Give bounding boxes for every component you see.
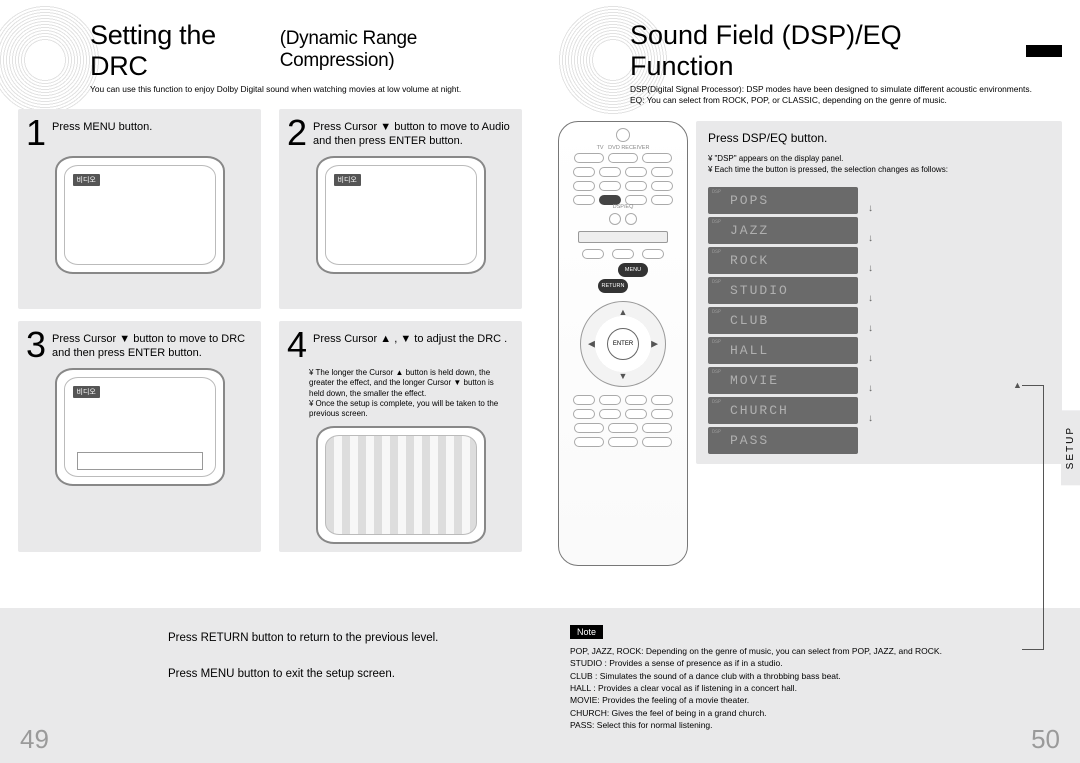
mode-list: POPS JAZZ ROCK STUDIO CLUB HALL MOVIE CH…	[708, 187, 858, 454]
vol-plus-icon	[625, 213, 637, 225]
footer-note-5: MOVIE: Provides the feeling of a movie t…	[570, 694, 1062, 706]
mode-movie: MOVIE	[708, 367, 858, 394]
arrow-left-icon: ◀	[588, 338, 595, 349]
remote-control: TV DVD RECEIVER DSP/EQ MENU RETURN ▲	[558, 121, 688, 566]
vol-minus-icon	[609, 213, 621, 225]
footer-note-6: CHURCH: Gives the feel of being in a gra…	[570, 707, 1062, 719]
footer-menu-text: Press MENU button to exit the setup scre…	[168, 668, 540, 680]
step-4: 4 Press Cursor ▲ , ▼ to adjust the DRC .…	[279, 321, 522, 551]
transport-bar	[578, 231, 668, 243]
dsp-note-2: Each time the button is pressed, the sel…	[708, 164, 1050, 175]
arrow-down-icon: ↓	[868, 203, 873, 233]
step-2-text: Press Cursor ▼ button to move to Audio a…	[313, 115, 514, 149]
arrow-down-icon: ↓	[868, 323, 873, 353]
footer-note-2: STUDIO : Provides a sense of presence as…	[570, 657, 1062, 669]
menu-button[interactable]: MENU	[618, 263, 648, 277]
step-1-tv: 비디오	[55, 156, 225, 274]
page-number-left: 49	[20, 724, 49, 755]
mode-rock: ROCK	[708, 247, 858, 274]
step-3-slider	[77, 452, 203, 470]
footer-return-text: Press RETURN button to return to the pre…	[168, 632, 540, 644]
note-badge: Note	[570, 625, 603, 639]
step-4-text: Press Cursor ▲ , ▼ to adjust the DRC .	[313, 327, 507, 347]
footer-note-list: POP, JAZZ, ROCK: Depending on the genre …	[570, 645, 1062, 731]
step-1-num: 1	[26, 115, 46, 149]
step-3-text: Press Cursor ▼ button to move to DRC and…	[52, 327, 253, 361]
mode-pops: POPS	[708, 187, 858, 214]
mode-jazz: JAZZ	[708, 217, 858, 244]
left-title-sub: (Dynamic Range Compression)	[280, 28, 522, 72]
step-4-num: 4	[287, 327, 307, 361]
step-3: 3 Press Cursor ▼ button to move to DRC a…	[18, 321, 261, 551]
left-title-main: Setting the DRC	[90, 20, 270, 82]
arrow-down-icon: ▼	[619, 371, 628, 381]
step-2: 2 Press Cursor ▼ button to move to Audio…	[279, 109, 522, 309]
page-number-right: 50	[1031, 724, 1060, 755]
remote-top-labels: TV DVD RECEIVER	[597, 146, 650, 152]
step-4-notes: The longer the Cursor ▲ button is held d…	[309, 368, 510, 420]
arrow-down-icon: ↓	[868, 413, 873, 443]
mode-club: CLUB	[708, 307, 858, 334]
dsp-note-1: "DSP" appears on the display panel.	[708, 153, 1050, 164]
step-1-tv-badge: 비디오	[73, 174, 100, 186]
footer-note-1: POP, JAZZ, ROCK: Depending on the genre …	[570, 645, 1062, 657]
left-page: Setting the DRC (Dynamic Range Compressi…	[0, 0, 540, 608]
right-intro: DSP(Digital Signal Processor): DSP modes…	[630, 84, 1050, 107]
mode-hall: HALL	[708, 337, 858, 364]
dsp-eq-label: DSP/EQ	[613, 205, 634, 211]
mode-studio: STUDIO	[708, 277, 858, 304]
footer-note-4: HALL : Provides a clear vocal as if list…	[570, 682, 1062, 694]
dsp-panel: Press DSP/EQ button. "DSP" appears on th…	[696, 121, 1062, 566]
footer-note-7: PASS: Select this for normal listening.	[570, 719, 1062, 731]
right-page: Sound Field (DSP)/EQ Function DSP(Digita…	[540, 0, 1080, 608]
step-2-tv-badge: 비디오	[334, 174, 361, 186]
mode-pass: PASS	[708, 427, 858, 454]
step-4-tv	[316, 426, 486, 544]
step-4-bars	[325, 435, 477, 535]
arrow-right-icon: ▶	[651, 338, 658, 349]
right-title: Sound Field (DSP)/EQ Function	[630, 20, 1012, 82]
loop-line-icon	[1022, 385, 1044, 650]
step-4-note-2: Once the setup is complete, you will be …	[309, 399, 510, 420]
menu-cluster: MENU RETURN	[598, 263, 648, 293]
arrow-down-icon: ↓	[868, 293, 873, 323]
step-4-note-1: The longer the Cursor ▲ button is held d…	[309, 368, 510, 399]
arrow-down-icon: ↓	[868, 383, 873, 413]
footer: Press RETURN button to return to the pre…	[0, 608, 1080, 763]
power-icon	[616, 128, 630, 142]
step-1: 1 Press MENU button. 비디오	[18, 109, 261, 309]
steps-grid: 1 Press MENU button. 비디오 2 Press Cursor …	[18, 109, 522, 551]
arrow-up-icon: ▲	[619, 307, 628, 317]
step-3-tv: 비디오	[55, 368, 225, 486]
side-tab-setup: SETUP	[1061, 410, 1080, 485]
step-2-tv: 비디오	[316, 156, 486, 274]
left-intro: You can use this function to enjoy Dolby…	[90, 84, 510, 95]
arrow-down-icon: ↓	[868, 233, 873, 263]
dpad[interactable]: ▲ ▼ ◀ ▶	[580, 301, 666, 387]
dsp-instruction: Press DSP/EQ button.	[708, 131, 1050, 145]
mode-church: CHURCH	[708, 397, 858, 424]
step-3-tv-badge: 비디오	[73, 386, 100, 398]
arrow-down-icon: ↓	[868, 353, 873, 383]
heading-bar-icon	[1026, 45, 1062, 57]
return-button[interactable]: RETURN	[598, 279, 628, 293]
step-2-num: 2	[287, 115, 307, 149]
step-1-text: Press MENU button.	[52, 115, 152, 135]
mode-arrows: ↓ ↓ ↓ ↓ ↓ ↓ ↓ ↓	[868, 187, 873, 454]
arrow-down-icon: ↓	[868, 263, 873, 293]
step-3-num: 3	[26, 327, 46, 361]
footer-note-3: CLUB : Simulates the sound of a dance cl…	[570, 670, 1062, 682]
